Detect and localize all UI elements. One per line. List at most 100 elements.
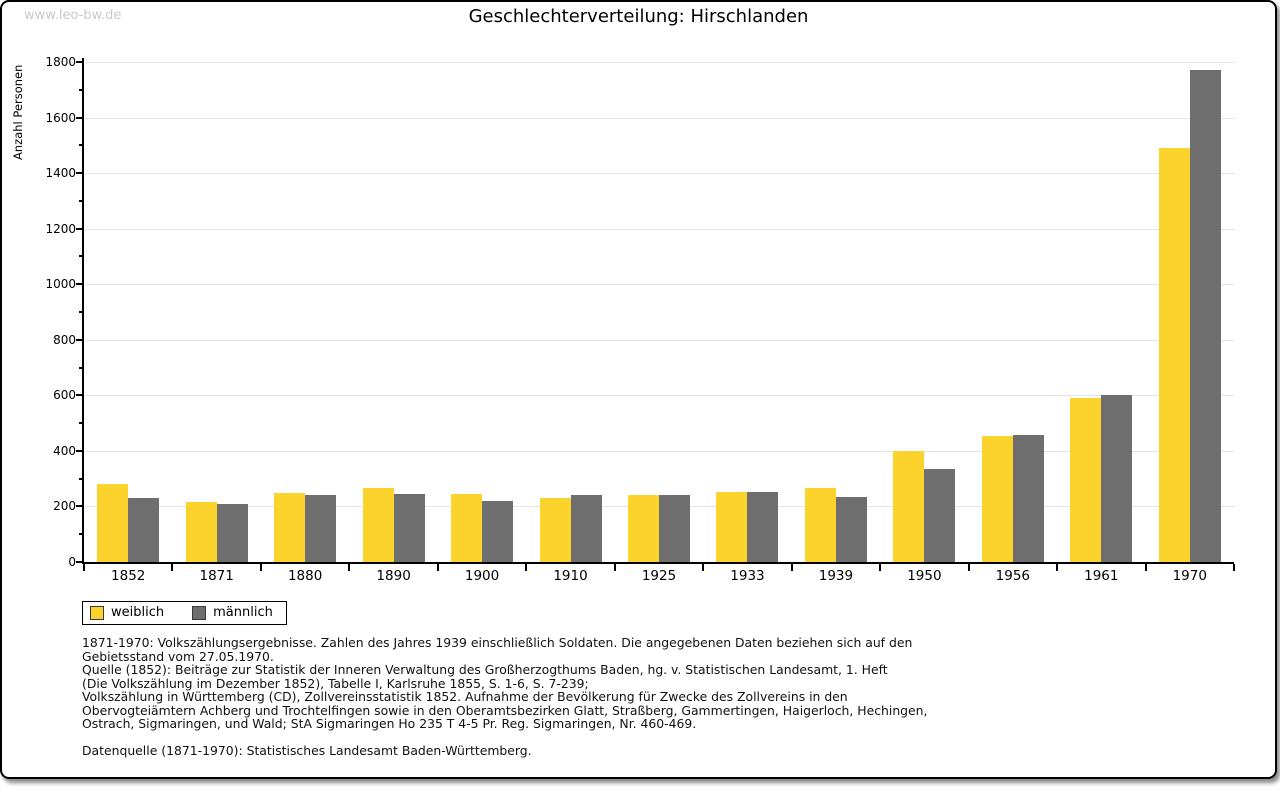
datasource-line: Datenquelle (1871-1970): Statistisches L…: [82, 743, 532, 758]
y-tick-label-1000: 1000: [45, 277, 76, 292]
y-tick-minor-300: [79, 477, 84, 480]
x-tick-label-1950: 1950: [907, 568, 942, 584]
x-tick-6: [613, 564, 616, 571]
bar-männlich-1933: [747, 492, 779, 562]
y-tick-label-800: 800: [53, 332, 76, 347]
y-tick-major-1200: [76, 227, 84, 230]
bar-weiblich-1871: [185, 502, 217, 562]
x-tick-label-1961: 1961: [1084, 568, 1119, 584]
x-tick-label-1890: 1890: [376, 568, 411, 584]
x-tick-13: [1233, 564, 1235, 571]
x-axis-line: [82, 562, 1234, 564]
y-tick-minor-500: [79, 422, 84, 425]
bar-weiblich-1925: [628, 495, 659, 562]
gridline-1000: [85, 284, 1235, 286]
bar-männlich-1900: [482, 501, 514, 562]
y-tick-major-1000: [76, 283, 84, 286]
x-tick-1: [171, 564, 174, 571]
bar-männlich-1925: [659, 495, 690, 562]
bar-männlich-1871: [216, 503, 248, 562]
bar-männlich-1852: [128, 497, 160, 562]
x-tick-label-1910: 1910: [553, 568, 588, 584]
gridline-1200: [85, 228, 1235, 230]
x-tick-12: [1144, 564, 1147, 571]
y-tick-minor-1300: [79, 199, 84, 202]
legend-swatch-maennlich: [192, 605, 207, 620]
footnote-line-2: Gebietsstand vom 27.05.1970.: [82, 648, 274, 664]
footnote-line-4: (Die Volkszählung im Dezember 1852), Tab…: [82, 675, 589, 691]
bar-weiblich-1880: [274, 493, 306, 562]
y-tick-label-600: 600: [53, 388, 76, 403]
x-tick-label-1852: 1852: [111, 568, 146, 584]
bar-männlich-1939: [835, 497, 867, 562]
y-tick-minor-1100: [79, 255, 84, 258]
gridline-600: [85, 395, 1235, 397]
bar-weiblich-1910: [539, 497, 571, 562]
gridline-1600: [85, 117, 1235, 119]
bar-weiblich-1852: [97, 484, 129, 562]
y-tick-major-1400: [76, 172, 84, 175]
legend-item-maennlich: männlich: [192, 605, 273, 620]
bar-weiblich-1939: [804, 488, 836, 562]
x-tick-9: [879, 564, 882, 571]
bar-weiblich-1890: [362, 488, 394, 562]
bar-männlich-1970: [1189, 70, 1221, 562]
watermark-leo-bw: www.leo-bw.de: [24, 8, 122, 23]
x-tick-4: [436, 564, 439, 571]
y-tick-label-400: 400: [53, 443, 76, 458]
footnote-line-5: Volkszählung in Württemberg (CD), Zollve…: [82, 689, 848, 704]
footnote-line-6: Obervogteiämtern Achberg und Trochtelfin…: [82, 702, 928, 718]
y-tick-label-200: 200: [53, 499, 76, 514]
x-tick-10: [967, 564, 970, 571]
gridline-1400: [85, 173, 1235, 175]
footnote-line-1: 1871-1970: Volkszählungsergebnisse. Zahl…: [82, 635, 913, 650]
x-tick-label-1925: 1925: [641, 568, 677, 584]
y-tick-major-0: [76, 561, 84, 563]
y-axis-line: [82, 58, 84, 564]
y-tick-minor-1500: [79, 144, 84, 147]
footnote-line-3: Quelle (1852): Beiträge zur Statistik de…: [82, 662, 888, 677]
bar-weiblich-1933: [716, 492, 748, 562]
y-tick-major-600: [76, 394, 84, 397]
legend-swatch-weiblich: [90, 605, 104, 620]
bar-männlich-1880: [305, 495, 337, 562]
y-tick-minor-1700: [79, 88, 84, 91]
y-tick-label-0: 0: [68, 555, 76, 569]
y-tick-label-1600: 1600: [45, 110, 76, 125]
x-tick-label-1880: 1880: [287, 568, 323, 584]
x-tick-8: [790, 564, 793, 571]
y-tick-minor-700: [79, 366, 84, 369]
x-tick-0: [83, 564, 85, 571]
bar-männlich-1950: [924, 469, 956, 562]
x-tick-label-1871: 1871: [199, 568, 234, 584]
bar-männlich-1910: [570, 495, 602, 562]
y-axis-title: Anzahl Personen: [11, 64, 25, 160]
gridline-800: [85, 339, 1235, 341]
bar-männlich-1890: [393, 493, 425, 562]
x-tick-label-1939: 1939: [818, 568, 854, 584]
x-tick-11: [1056, 564, 1059, 571]
x-tick-label-1933: 1933: [730, 568, 765, 584]
x-tick-label-1900: 1900: [464, 568, 500, 584]
y-tick-label-1400: 1400: [45, 166, 76, 181]
bar-weiblich-1961: [1070, 398, 1102, 562]
legend-label-maennlich: männlich: [213, 605, 273, 620]
legend-label-weiblich: weiblich: [111, 605, 165, 620]
y-tick-major-200: [76, 505, 84, 508]
x-tick-7: [702, 564, 705, 571]
legend: weiblich männlich: [82, 601, 287, 625]
y-tick-major-800: [76, 338, 84, 341]
chart-title: Geschlechterverteilung: Hirschlanden: [468, 6, 809, 27]
y-tick-label-1800: 1800: [45, 55, 76, 69]
x-tick-label-1956: 1956: [995, 568, 1031, 584]
bar-männlich-1956: [1012, 434, 1044, 562]
bar-männlich-1961: [1101, 394, 1133, 562]
bar-weiblich-1950: [893, 451, 925, 562]
legend-item-weiblich: weiblich: [90, 605, 164, 620]
y-tick-label-1200: 1200: [45, 221, 76, 236]
y-tick-major-1600: [76, 116, 84, 119]
source-footnote: 1871-1970: Volkszählungsergebnisse. Zahl…: [82, 636, 927, 731]
x-tick-label-1970: 1970: [1172, 568, 1207, 584]
bar-weiblich-1900: [451, 494, 483, 562]
